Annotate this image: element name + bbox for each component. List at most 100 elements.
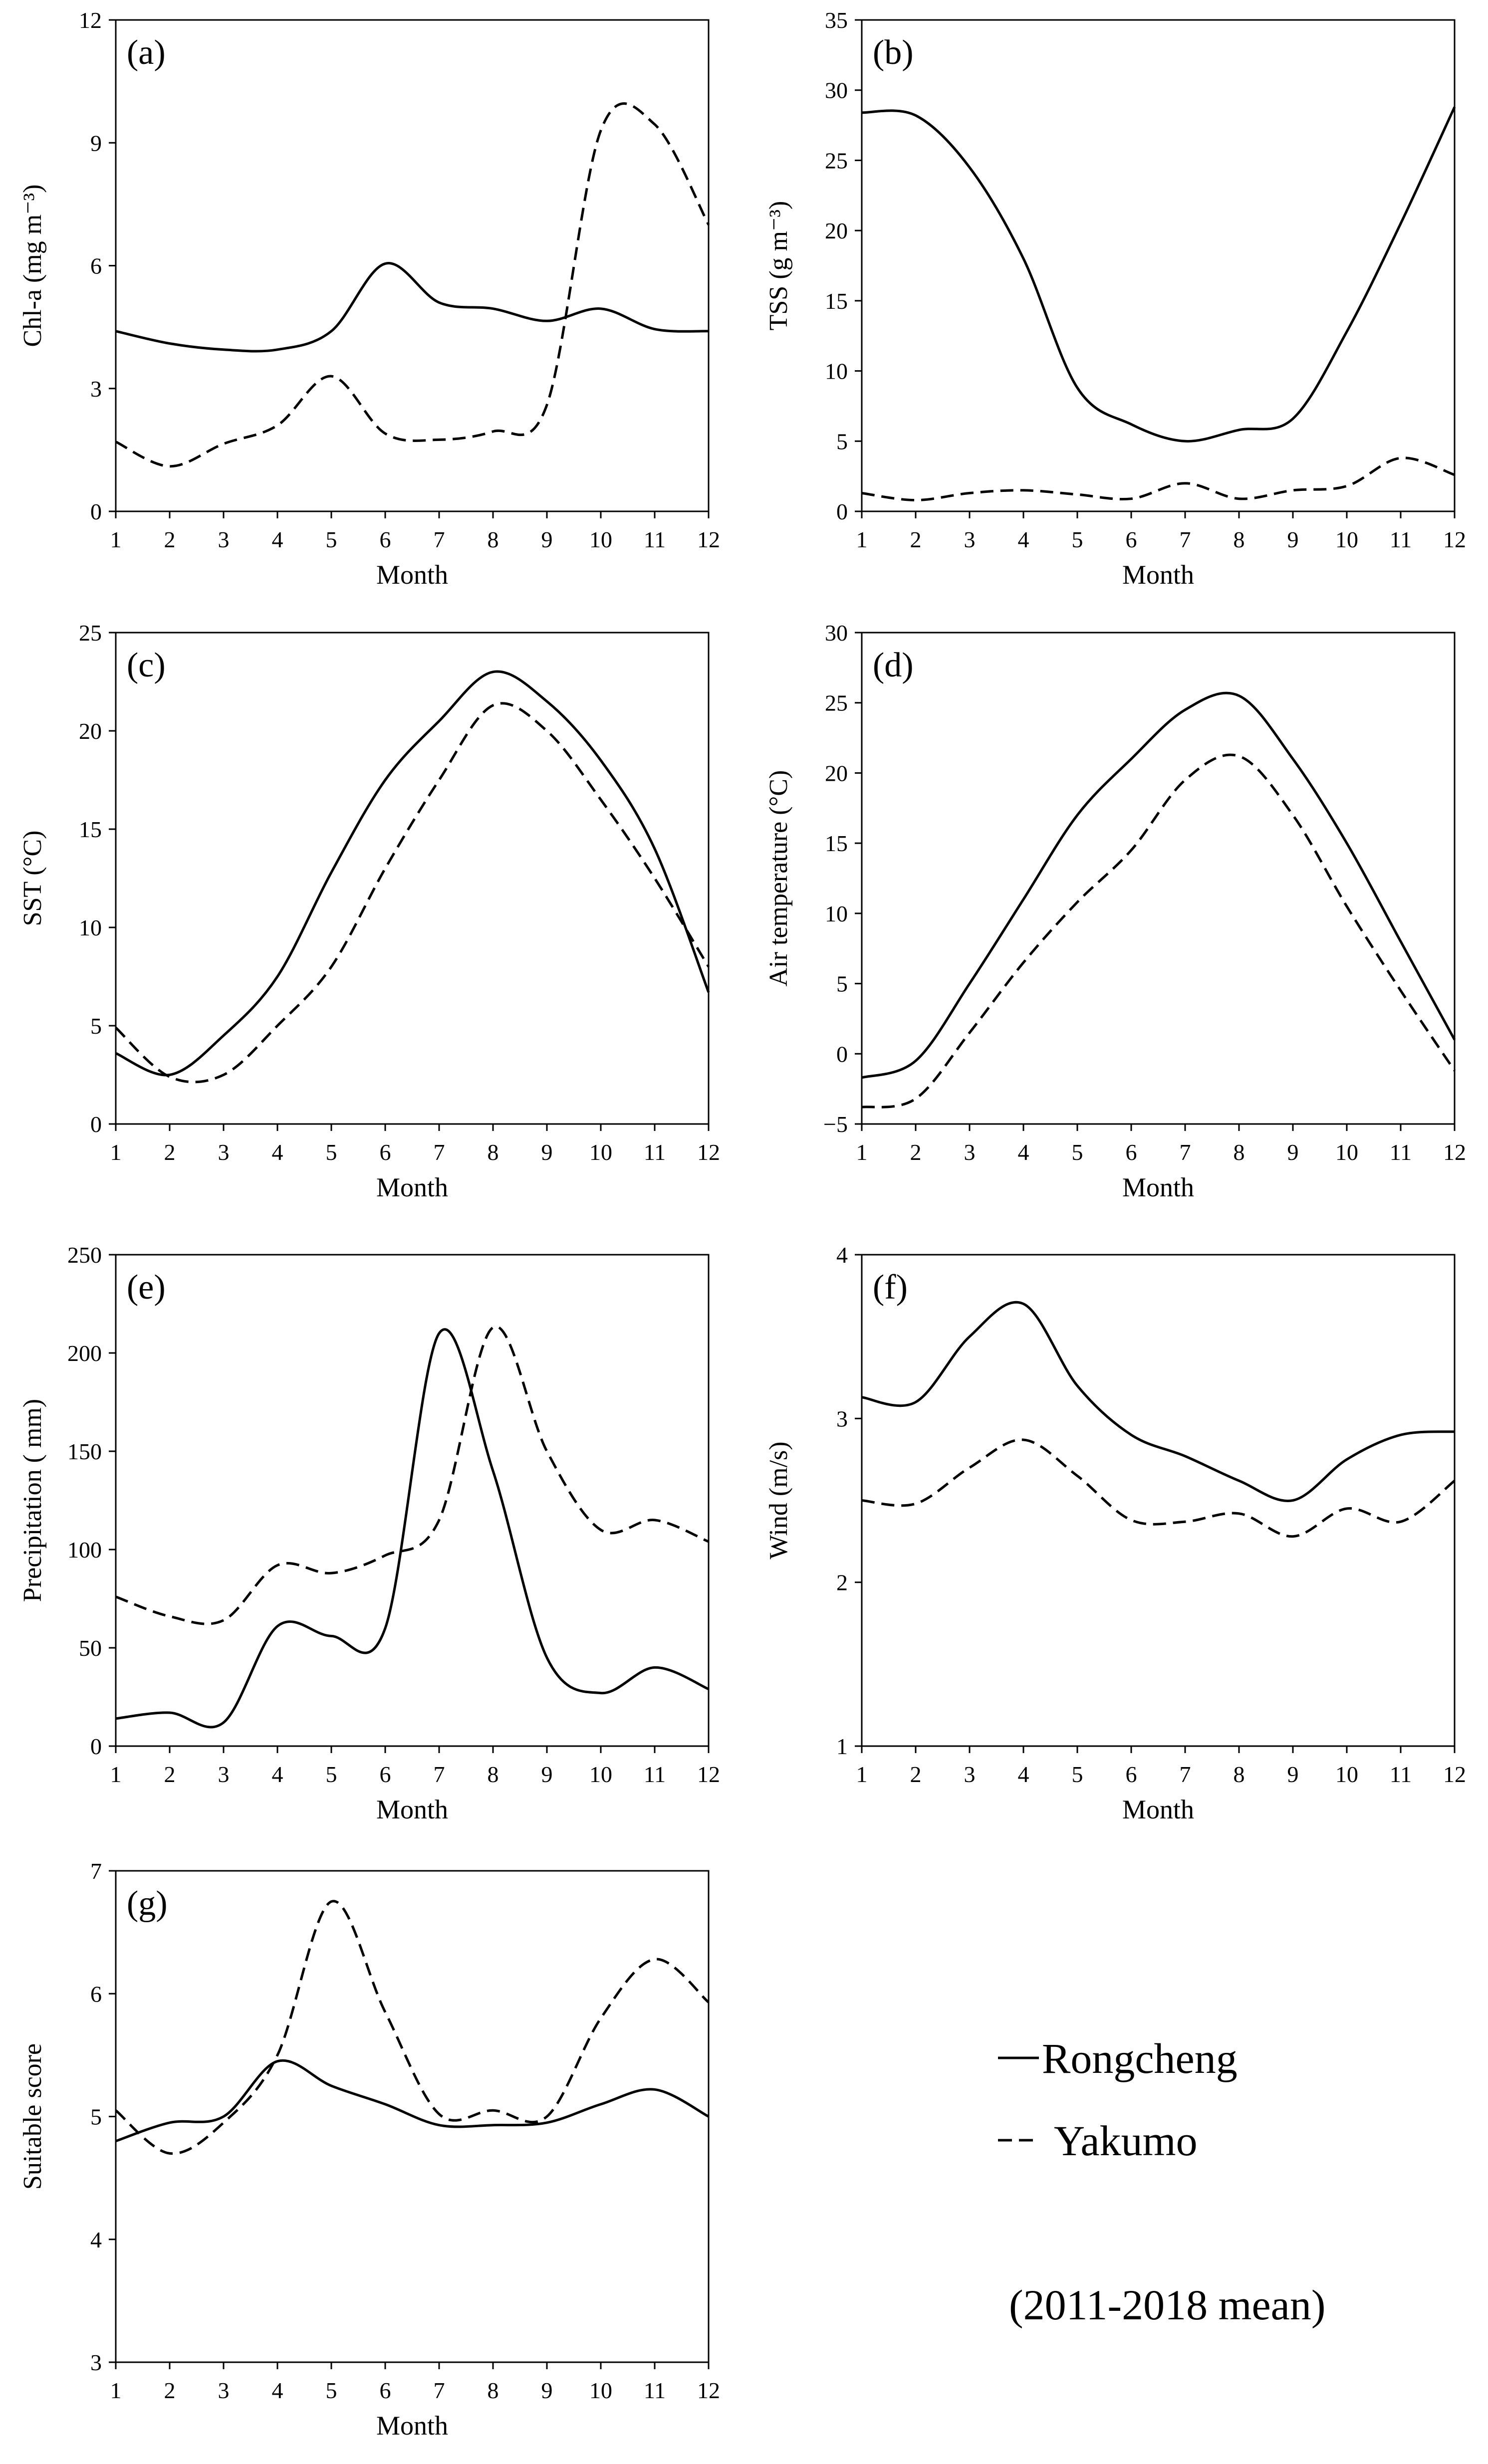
x-tick-label: 3 [218,527,230,552]
x-tick-label: 4 [1018,527,1029,552]
x-tick-label: 8 [488,2378,499,2403]
series-line-yakumo [115,702,710,1084]
x-tick-label: 12 [1443,527,1466,552]
panel-label: (a) [127,33,166,72]
x-tick-label: 1 [856,527,868,552]
x-axis-label: Month [376,2411,448,2441]
series-line-rongcheng [861,691,1456,1079]
x-tick-label: 6 [380,2378,391,2403]
y-tick-label: 3 [90,2350,102,2375]
legend-dashed-label: Yakumo [1054,2117,1198,2165]
x-axis-label: Month [376,1172,448,1202]
x-tick-label: 6 [1126,1139,1137,1165]
x-tick-label: 12 [697,1139,720,1165]
x-tick-label: 4 [272,527,283,552]
x-tick-label: 2 [164,527,176,552]
y-tick-label: 250 [67,1242,102,1268]
y-axis-label: Air temperature (°C) [764,770,793,987]
y-tick-label: 5 [836,971,848,997]
panel-label: (f) [873,1268,908,1307]
x-tick-label: 1 [856,1139,868,1165]
x-tick-label: 11 [1390,527,1412,552]
plot-frame [861,1254,1456,1747]
x-tick-label: 4 [1018,1762,1029,1787]
y-tick-label: 5 [836,429,848,454]
x-tick-label: 5 [326,527,337,552]
x-tick-label: 7 [1180,1762,1191,1787]
x-tick-label: 8 [1234,527,1245,552]
y-tick-label: 15 [825,831,848,856]
series-line-rongcheng [861,1301,1455,1502]
plot-frame [115,19,710,512]
x-tick-label: 5 [326,1762,337,1787]
y-tick-label: 30 [825,620,848,646]
x-tick-label: 6 [380,1762,391,1787]
x-tick-label: 5 [1072,1139,1083,1165]
x-tick-label: 4 [1018,1139,1029,1165]
x-tick-label: 11 [644,1139,666,1165]
x-tick-label: 3 [218,2378,230,2403]
x-tick-label: 7 [434,1139,445,1165]
x-tick-label: 8 [488,1139,499,1165]
x-tick-label: 10 [1335,527,1358,552]
y-tick-label: 2 [836,1570,848,1595]
series-line-rongcheng [115,1328,709,1729]
x-tick-label: 5 [1072,1762,1083,1787]
y-tick-label: 20 [79,718,102,744]
x-tick-label: 5 [326,1139,337,1165]
y-tick-label: 100 [67,1537,102,1563]
x-tick-label: 8 [1234,1139,1245,1165]
x-tick-label: 4 [272,1762,283,1787]
series-line-rongcheng [861,106,1456,443]
y-tick-label: 10 [79,915,102,940]
y-tick-label: 3 [90,376,102,402]
x-axis-label: Month [1122,1172,1194,1202]
x-tick-label: 7 [434,1762,445,1787]
series-line-yakumo [115,1900,710,2155]
x-tick-label: 1 [110,2378,122,2403]
x-tick-label: 2 [164,1139,176,1165]
plot-frame [115,632,710,1125]
y-tick-label: 25 [79,620,102,646]
x-tick-label: 2 [910,1139,922,1165]
y-tick-label: 1 [836,1734,848,1759]
series-line-yakumo [861,1438,1456,1538]
series-line-yakumo [861,753,1456,1109]
x-tick-label: 9 [1287,1762,1299,1787]
x-tick-label: 12 [697,527,720,552]
x-tick-label: 6 [380,1139,391,1165]
x-tick-label: 11 [1390,1762,1412,1787]
x-tick-label: 3 [964,1139,976,1165]
x-tick-label: 1 [856,1762,868,1787]
series-line-rongcheng [115,262,709,353]
x-tick-label: 9 [541,1139,553,1165]
y-tick-label: 10 [825,901,848,926]
y-tick-label: 10 [825,359,848,384]
x-tick-label: 11 [1390,1139,1412,1165]
x-tick-label: 11 [644,527,666,552]
x-tick-label: 7 [1180,527,1191,552]
x-tick-label: 7 [1180,1139,1191,1165]
x-tick-label: 2 [910,1762,922,1787]
x-tick-label: 12 [697,2378,720,2403]
y-tick-label: 35 [825,7,848,33]
x-tick-label: 8 [488,527,499,552]
y-tick-label: 15 [825,288,848,314]
x-tick-label: 3 [218,1762,230,1787]
x-tick-label: 5 [1072,527,1083,552]
y-axis-label: Chl-a (mg m⁻³) [18,184,47,347]
y-tick-label: 15 [79,817,102,842]
y-tick-label: 0 [90,1112,102,1137]
x-tick-label: 11 [644,2378,666,2403]
x-tick-label: 3 [964,527,976,552]
y-tick-label: 30 [825,78,848,103]
x-tick-label: 10 [589,2378,612,2403]
y-tick-label: 6 [90,253,102,279]
x-tick-label: 6 [380,527,391,552]
x-tick-label: 4 [272,2378,283,2403]
